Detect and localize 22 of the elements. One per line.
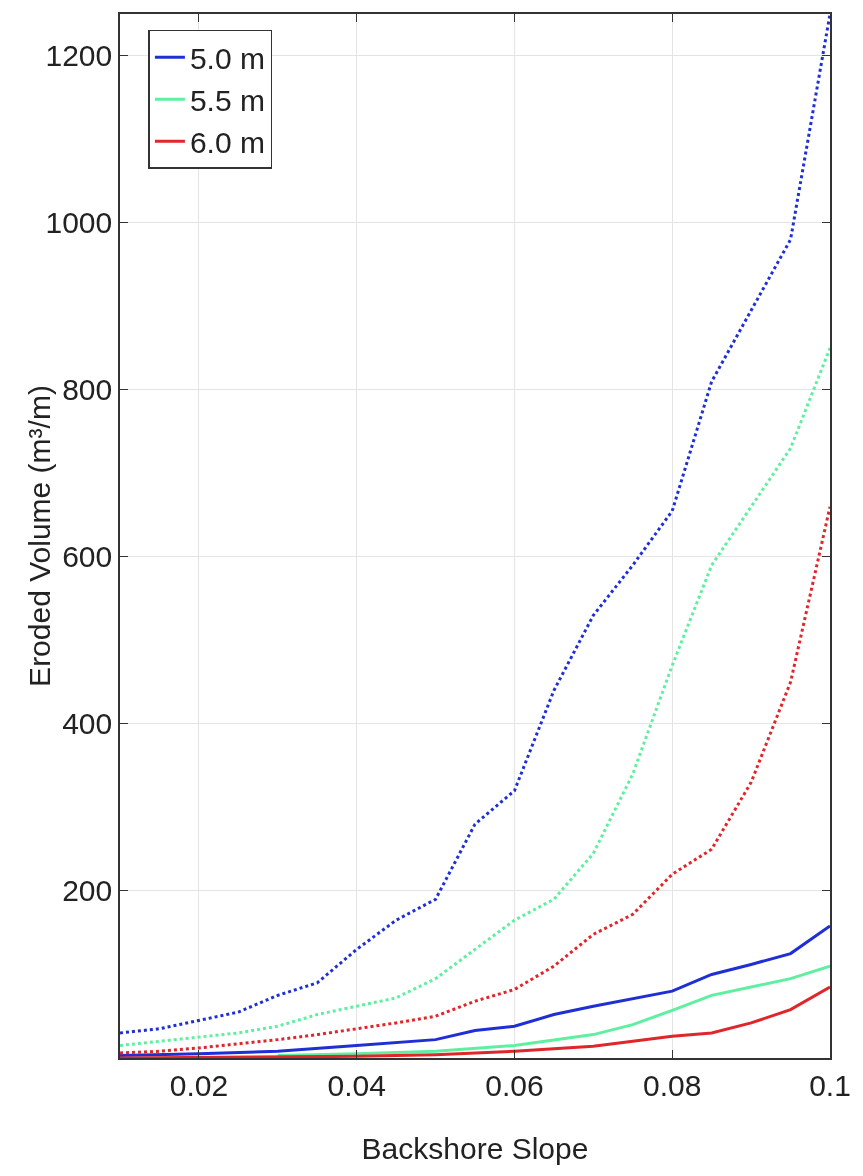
y-tick-label: 600 (62, 540, 113, 574)
line-series (120, 505, 830, 1055)
line-series (120, 985, 830, 1058)
x-tick-label: 0.06 (485, 1068, 544, 1102)
line-series (120, 346, 830, 1047)
line-series (120, 14, 830, 1035)
legend-label: 6.0 m (189, 125, 265, 159)
y-axis-title: Eroded Volume (m³/m) (22, 385, 56, 687)
y-tick-label: 1200 (45, 39, 113, 73)
x-tick-label: 0.02 (169, 1068, 229, 1102)
line-series (276, 964, 830, 1057)
x-tick-label: 0.04 (327, 1068, 386, 1102)
y-tick-label: 200 (62, 874, 113, 908)
y-tick-label: 400 (62, 707, 113, 741)
line-series (120, 924, 830, 1057)
x-tick-label: 0.08 (643, 1068, 702, 1102)
y-tick-label: 1000 (45, 206, 113, 240)
y-tick-label: 800 (62, 373, 113, 407)
x-axis-title: Backshore Slope (361, 1131, 589, 1165)
legend-label: 5.0 m (189, 41, 265, 75)
legend-label: 5.5 m (189, 83, 265, 117)
x-tick-label: 0.1 (809, 1068, 851, 1102)
